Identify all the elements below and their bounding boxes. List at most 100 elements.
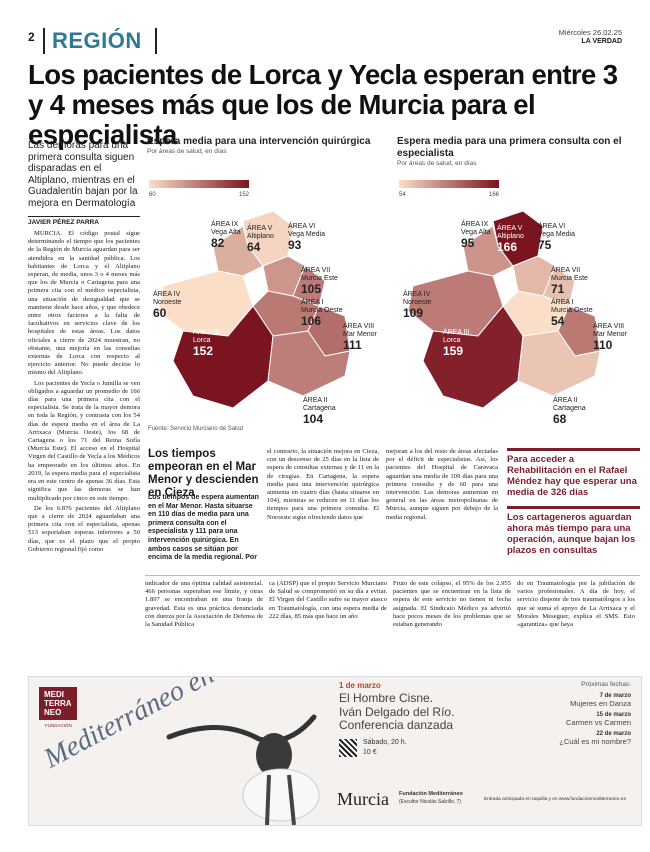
body-text: mejoran a los del resto de áreas afectad…: [386, 448, 498, 521]
area-value: 75: [538, 238, 552, 252]
sidebar-quote: Para acceder a Rehabilitación en el Rafa…: [507, 454, 637, 498]
next-date: 15 de marzo: [596, 712, 631, 718]
area-value: 95: [461, 236, 475, 250]
area-code: ÁREA VI: [288, 221, 315, 230]
area-value: 64: [247, 240, 261, 254]
next-title: Próximas fechas:: [581, 681, 631, 688]
area-value: 110: [593, 338, 613, 352]
area-value: 104: [303, 412, 323, 426]
lead: Las demoras para una primera consulta si…: [28, 140, 138, 209]
area-name: Noroeste: [153, 299, 182, 306]
area-code: ÁREA V: [497, 223, 523, 232]
sidebar-quote: Los cartageneros aguardan ahora más tiem…: [507, 512, 636, 556]
area-name: Mar Menor: [343, 331, 378, 338]
area-code: ÁREA IX: [461, 219, 489, 228]
area-name: Murcia Oeste: [301, 307, 343, 314]
date: Miércoles 26.02.25: [558, 28, 622, 37]
source: Fuente: Servicio Murciano de Salud: [148, 426, 244, 432]
area-name: Murcia Oeste: [551, 307, 593, 314]
body-text: do en Traumatología por la jubilación de…: [517, 580, 635, 629]
area-name: Lorca: [443, 337, 461, 344]
rule: [43, 28, 45, 54]
show-line: Conferencia danzada: [339, 718, 454, 732]
area-code: ÁREA IX: [211, 219, 239, 228]
map-title: Espera media para una primera consulta c…: [397, 136, 622, 159]
qr-code: [339, 739, 357, 757]
area-name: Noroeste: [403, 299, 432, 306]
area-value: 93: [288, 238, 302, 252]
scale-max: 166: [489, 192, 500, 198]
newspaper: LA VERDAD: [581, 38, 622, 45]
show-line: El Hombre Cisne.: [339, 691, 434, 705]
area-value: 60: [153, 306, 167, 320]
area-value: 54: [551, 314, 565, 328]
body-text: ca (ADSP) que el propio Servicio Murcian…: [269, 580, 387, 620]
body-text: el contrario, la situación mejora en Cie…: [267, 448, 379, 521]
area-name: Vega Media: [288, 231, 325, 238]
area-value: 152: [193, 344, 213, 358]
area-value: 105: [301, 282, 321, 296]
scale-min: 54: [399, 192, 406, 198]
page-number: 2: [28, 30, 35, 44]
rule: [507, 448, 640, 451]
venue: Fundación Mediterráneo: [399, 791, 463, 797]
map-header: Espera media para una intervención quirú…: [147, 136, 371, 155]
area-code: ÁREA I: [551, 297, 574, 306]
rule: [155, 28, 157, 54]
area-value: 159: [443, 344, 463, 358]
next-dates: 7 de marzo Mujeres en Danza 15 de marzo Car…: [511, 693, 631, 750]
paragraph: MURCIA. El código postal sigue determina…: [28, 230, 140, 377]
sidebar: Para acceder a Rehabilitación en el Rafa…: [507, 448, 640, 556]
scale-max: 152: [239, 192, 250, 198]
area-code: ÁREA V: [247, 223, 273, 232]
paragraph: Los pacientes de Yecla o Jumilla se ven …: [28, 379, 140, 502]
map-title: Espera media para una intervención quirú…: [147, 136, 371, 147]
area-name: Altiplano: [497, 233, 524, 240]
area-code: ÁREA II: [303, 395, 328, 404]
advertisement: MEDI TERRA NEO FUNDACIÓN Mediterráneo en d…: [28, 676, 642, 826]
body-text: MURCIA. El código postal sigue determina…: [28, 230, 140, 665]
date: 1 de marzo: [339, 681, 381, 690]
address: (Escultor Nicolás Salzillo, 7): [399, 799, 461, 805]
byline: JAVIER PÉREZ PARRA: [28, 219, 99, 226]
section: REGIÓN: [52, 28, 142, 53]
area-code: ÁREA IV: [403, 289, 431, 298]
city: Murcia: [337, 789, 389, 809]
region: [517, 330, 601, 397]
scale-bar: [149, 180, 249, 188]
area-value: 71: [551, 282, 565, 296]
info: Entrada anticipada en taquilla y en www.…: [484, 797, 626, 802]
area-value: 68: [553, 412, 567, 426]
next-show: Mujeres en Danza: [570, 699, 631, 708]
brand-line: NEO: [44, 708, 62, 717]
area-value: 82: [211, 236, 225, 250]
brand-sub: FUNDACIÓN: [45, 723, 72, 728]
area-name: Cartagena: [553, 405, 586, 412]
next-show: Carmen vs Carmen: [565, 718, 631, 727]
price: 10 €: [363, 749, 377, 756]
dancer-illustration: [166, 714, 320, 825]
rule: [145, 575, 640, 576]
map-subtitle: Por áreas de salud, en días: [397, 160, 477, 167]
area-name: Lorca: [193, 337, 211, 344]
scale-min: 60: [149, 192, 156, 198]
area-value: 106: [301, 314, 321, 328]
brand-line: TERRA: [44, 699, 72, 708]
scale-bar: [399, 180, 499, 188]
paragraph: De los 6.876 pacientes del Altiplano que…: [28, 504, 140, 553]
area-name: Cartagena: [303, 405, 336, 412]
area-code: ÁREA VII: [551, 265, 580, 274]
body-text: indicador de una óptima calidad asistenc…: [145, 580, 263, 629]
area-name: Murcia Este: [551, 275, 588, 282]
map-header: Espera media para una primera consulta c…: [397, 136, 622, 167]
area-code: ÁREA I: [301, 297, 324, 306]
area-name: Mar Menor: [593, 331, 628, 338]
show: El Hombre Cisne. Iván Delgado del Río. Con…: [339, 691, 454, 733]
area-name: Altiplano: [247, 233, 274, 240]
subhead: Los tiempos empeoran en el Mar Menor y d…: [148, 448, 259, 499]
body-text: Fruto de este colapso, el 95% de los 2.9…: [393, 580, 511, 629]
area-name: Vega Alta: [461, 229, 491, 236]
time: Sábado, 20 h.: [363, 739, 407, 746]
